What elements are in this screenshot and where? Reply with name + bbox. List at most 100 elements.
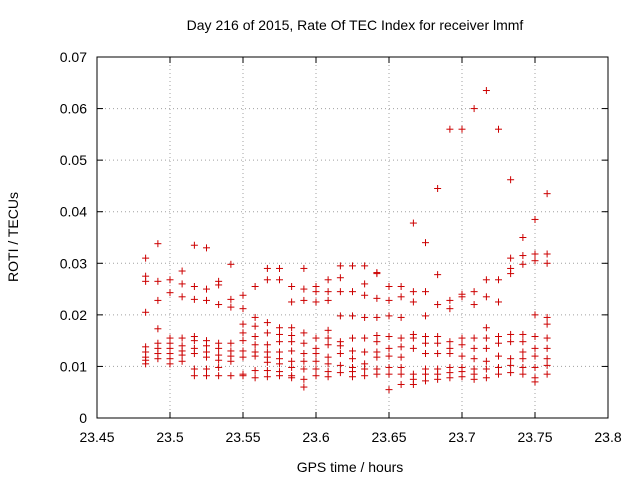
data-point [361,372,369,380]
data-point [482,334,490,342]
data-point [178,351,186,359]
data-point [470,355,478,363]
data-point [422,333,429,341]
data-point [215,356,223,364]
data-point [142,360,150,368]
data-point [507,254,515,262]
data-point [288,363,296,371]
data-point [507,330,515,338]
data-point [531,363,539,371]
data-point [519,330,527,338]
data-point [300,264,308,272]
data-point [385,312,393,320]
x-tick-label: 23.6 [302,429,329,445]
data-point [361,365,369,373]
data-point [422,288,429,296]
data-point [385,370,393,378]
data-point [276,372,283,380]
data-point [519,338,527,346]
data-point [446,305,454,313]
data-point [336,288,344,296]
data-point [349,373,356,381]
data-point [239,291,247,299]
data-point [276,338,283,346]
axes: 23.45 23.5 23.55 23.6 23.65 23.7 23.75 23.8 0 0.0… [60,49,622,445]
data-point [312,372,320,380]
x-tick-label: 23.75 [517,429,552,445]
data-point [495,370,502,378]
data-point [349,355,356,363]
y-tick-label: 0 [79,410,87,426]
data-point [300,296,308,304]
data-point [336,361,344,369]
data-point [263,367,271,375]
data-point [239,305,247,313]
data-point [288,331,296,339]
data-point [543,250,551,258]
data-point [154,325,162,333]
data-point [409,298,417,306]
data-point [166,289,174,297]
data-point [470,105,478,113]
data-point [434,375,442,383]
data-point [227,339,235,347]
data-point [373,294,381,302]
data-point [276,264,283,272]
data-point [288,347,296,355]
data-point [519,355,527,363]
data-point [251,333,259,341]
data-point [385,363,393,371]
data-point [470,301,478,309]
data-point [203,353,210,361]
data-point [263,358,271,366]
data-point [324,326,332,334]
plot-frame [96,56,609,419]
data-point [434,301,442,309]
data-points [142,87,551,394]
y-tick-label: 0.03 [60,255,87,271]
data-point [409,334,417,342]
y-tick-label: 0.04 [60,204,87,220]
data-point [531,250,539,258]
data-point [312,288,320,296]
data-point [507,369,515,377]
data-point [434,271,442,279]
data-point [288,374,296,382]
data-point [543,361,551,369]
data-point [409,288,417,296]
data-point [495,339,502,347]
data-point [543,355,551,363]
data-point [178,280,186,288]
data-point [507,176,515,184]
data-point [519,252,527,260]
data-point [276,276,283,284]
data-point [263,264,271,272]
data-point [531,378,539,386]
data-point [495,125,502,133]
data-point [190,350,198,358]
data-point [251,352,259,360]
data-point [434,185,442,193]
data-point [458,352,466,360]
data-point [482,365,490,373]
data-point [251,313,259,321]
data-point [276,360,283,368]
data-point [373,353,381,361]
data-point [373,313,381,321]
data-point [543,313,551,321]
data-point [288,324,296,332]
y-tick-label: 0.01 [60,358,87,374]
data-point [397,370,405,378]
x-tick-label: 23.45 [79,429,114,445]
data-point [349,312,356,320]
data-point [385,352,393,360]
data-point [495,333,502,341]
data-point [434,350,442,358]
data-point [178,293,186,301]
data-point [519,348,527,356]
data-point [178,334,186,342]
data-point [300,350,308,358]
data-point [227,303,235,311]
